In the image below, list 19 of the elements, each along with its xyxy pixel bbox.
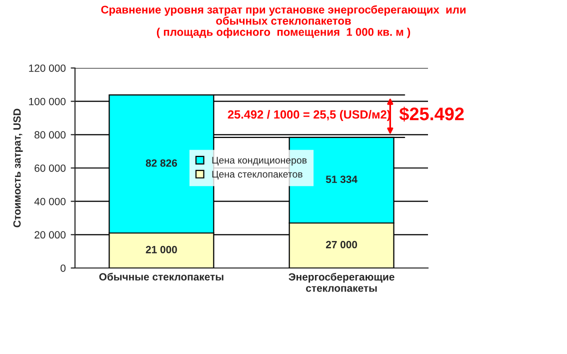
data-label: 82 826 bbox=[146, 159, 178, 167]
data-label: 21 000 bbox=[146, 246, 177, 254]
annotation: $25.492 bbox=[399, 106, 464, 122]
y-axis-title: Стоимость затрат, USD bbox=[13, 108, 23, 228]
data-label: 51 334 bbox=[326, 176, 358, 184]
x-tick-label: Обычные стеклопакеты bbox=[99, 272, 224, 281]
y-tick-label: 40 000 bbox=[34, 198, 66, 206]
chart-title: Сравнение уровня затрат при установке энергосберегающих или обычных стеклопакетов ( площадь офисного помещения 1 000 кв. м ) bbox=[101, 5, 466, 38]
data-label: 27 000 bbox=[326, 240, 358, 248]
y-tick-label: 80 000 bbox=[34, 131, 66, 139]
legend-label: Цена кондиционеров bbox=[212, 156, 307, 166]
annotation: 25.492 / 1000 = 25,5 (USD/м2) bbox=[228, 110, 390, 121]
x-tick-label: Энергосберегающие стеклопакеты bbox=[288, 272, 394, 292]
y-tick-label: 60 000 bbox=[34, 164, 66, 172]
y-tick-label: 120 000 bbox=[29, 64, 66, 72]
y-tick-label: 0 bbox=[60, 264, 66, 272]
y-tick-label: 20 000 bbox=[34, 231, 66, 239]
legend-label: Цена стеклопакетов bbox=[212, 170, 302, 180]
y-tick-label: 100 000 bbox=[29, 98, 66, 106]
